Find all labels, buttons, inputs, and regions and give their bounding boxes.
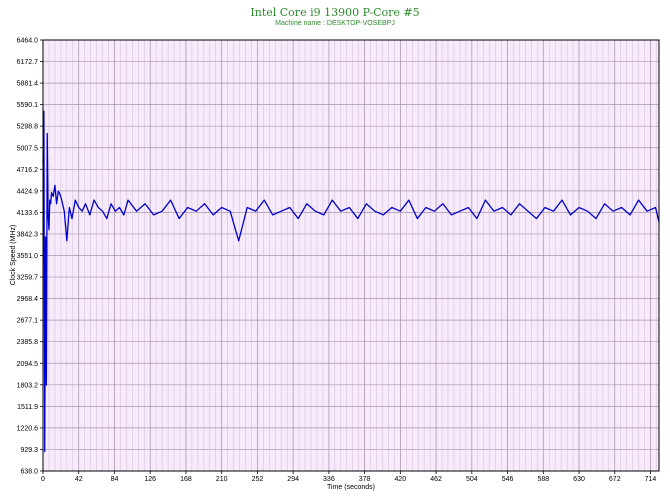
y-tick-label: 3551.0 [17, 253, 39, 260]
y-tick-label: 2385.8 [17, 339, 39, 346]
y-tick-label: 2094.5 [17, 361, 39, 368]
chart-subtitle: Machine name : DESKTOP-VOSEBPJ [275, 20, 395, 27]
y-tick-label: 2677.1 [17, 318, 39, 325]
y-tick-label: 929.3 [20, 447, 38, 454]
x-tick-label: 588 [537, 476, 549, 483]
y-tick-label: 4133.6 [17, 210, 39, 217]
y-axis-label: Clock Speed (MHz) [10, 225, 17, 286]
x-tick-label: 42 [75, 476, 83, 483]
x-tick-label: 84 [111, 476, 119, 483]
y-tick-label: 5007.5 [17, 145, 39, 152]
chart-title: Intel Core i9 13900 P-Core #5 [250, 6, 420, 19]
y-tick-label: 5590.1 [17, 102, 39, 109]
x-axis-label: Time (seconds) [327, 484, 375, 491]
series-group [42, 110, 660, 453]
x-tick-label: 378 [359, 476, 371, 483]
x-tick-label: 126 [144, 476, 156, 483]
y-tick-label: 5298.8 [17, 124, 39, 131]
x-tick-label: 210 [216, 476, 228, 483]
x-tick-label: 504 [466, 476, 478, 483]
y-tick-label: 4716.2 [17, 167, 39, 174]
x-tick-label: 168 [180, 476, 192, 483]
x-axis-ticks: 0 42 84 126 168 210 252 294 336 378 420 462 504 546 58… [41, 471, 656, 483]
y-tick-label: 6464.0 [17, 38, 39, 45]
plot-border [42, 39, 660, 472]
x-tick-label: 294 [287, 476, 299, 483]
y-tick-label: 3259.7 [17, 275, 39, 282]
y-tick-label: 1511.9 [17, 404, 38, 411]
grid [42, 39, 659, 472]
x-tick-label: 0 [41, 476, 45, 483]
y-tick-label: 4424.9 [17, 188, 39, 195]
x-tick-label: 252 [252, 476, 264, 483]
x-tick-label: 420 [395, 476, 407, 483]
y-axis-ticks: 638.0 929.3 1220.6 1511.9 1803.2 2094.5 2385.8… [17, 38, 43, 476]
x-tick-label: 462 [430, 476, 442, 483]
x-tick-label: 336 [323, 476, 335, 483]
y-tick-label: 3842.3 [17, 231, 39, 238]
x-tick-label: 672 [609, 476, 621, 483]
series-line-clock-speed [42, 110, 660, 453]
y-tick-label: 1803.2 [17, 382, 39, 389]
y-tick-label: 6172.7 [17, 59, 39, 66]
x-tick-label: 546 [502, 476, 514, 483]
y-tick-label: 1220.6 [17, 425, 39, 432]
y-tick-label: 2968.4 [17, 296, 39, 303]
y-tick-label: 5881.4 [17, 81, 39, 88]
y-tick-label: 638.0 [20, 469, 38, 476]
x-tick-label: 630 [573, 476, 585, 483]
x-tick-label: 714 [645, 476, 657, 483]
